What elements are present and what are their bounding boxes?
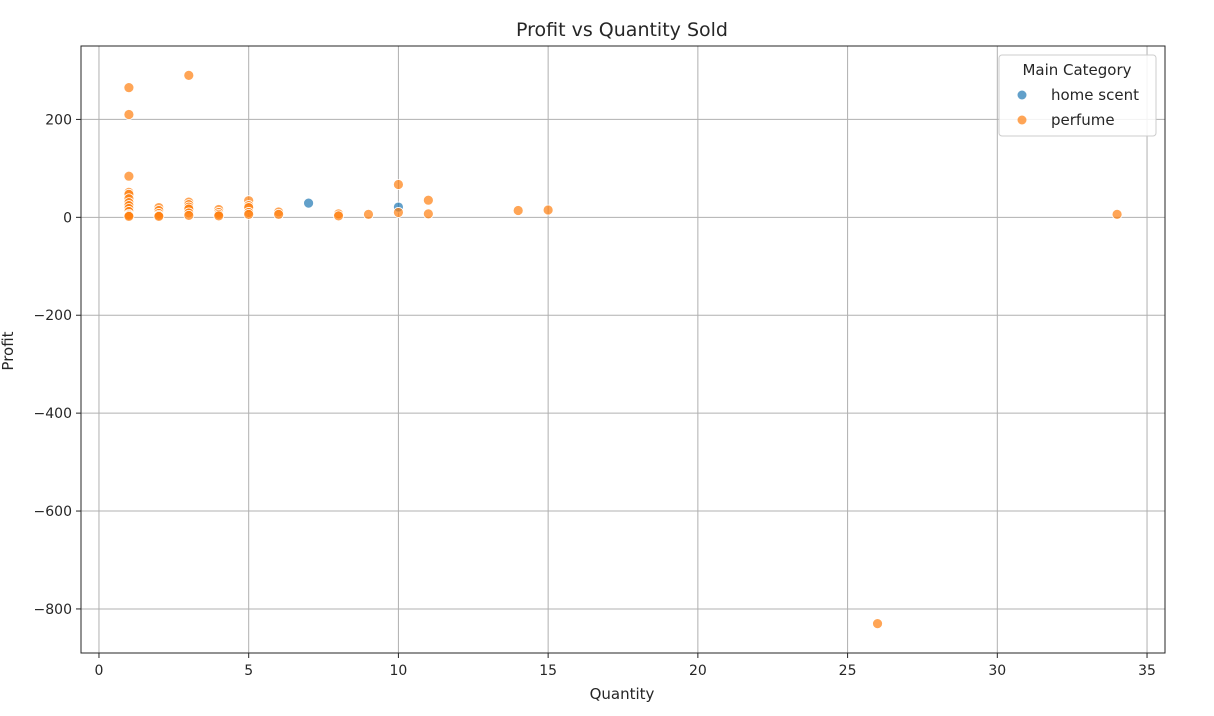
point-perfume (393, 179, 404, 190)
point-perfume (422, 194, 434, 206)
point-perfume (542, 204, 554, 216)
y-tick-label: 200 (45, 112, 72, 128)
point-perfume (333, 210, 344, 222)
y-tick-label: −200 (34, 308, 72, 324)
legend-label-home-scent: home scent (1051, 86, 1139, 104)
point-perfume (243, 208, 255, 220)
point-perfume (213, 210, 225, 222)
x-tick-label: 5 (244, 663, 253, 679)
plot-frame (80, 45, 1166, 654)
y-axis-ticks: −800 −600 −400 −200 0 200 (34, 112, 81, 618)
chart-title: Profit vs Quantity Sold (516, 19, 728, 41)
point-perfume (273, 208, 285, 220)
point-perfume (123, 210, 135, 222)
point-perfume (123, 109, 135, 120)
x-tick-label: 35 (1138, 663, 1156, 679)
legend-label-perfume: perfume (1051, 111, 1115, 129)
point-perfume (123, 82, 135, 94)
legend: Main Category home scent perfume (998, 54, 1157, 137)
x-tick-label: 10 (390, 663, 408, 679)
point-perfume (1111, 208, 1123, 220)
x-tick-label: 30 (988, 663, 1006, 679)
point-perfume (872, 618, 883, 630)
point-perfume (123, 170, 135, 182)
legend-title: Main Category (1022, 61, 1131, 79)
x-tick-label: 25 (839, 663, 857, 679)
x-tick-label: 15 (539, 663, 557, 679)
legend-marker-perfume (1017, 115, 1027, 125)
point-perfume (363, 208, 374, 220)
y-tick-label: −800 (34, 602, 72, 618)
point-perfume (512, 205, 524, 216)
point-perfume (153, 210, 165, 222)
point-perfume (393, 207, 404, 218)
point-perfume (183, 69, 195, 81)
x-tick-label: 0 (95, 663, 104, 679)
legend-frame (998, 54, 1157, 137)
y-tick-label: −400 (34, 406, 72, 422)
y-tick-label: 0 (63, 210, 72, 226)
x-tick-label: 20 (689, 663, 707, 679)
y-axis-title: Profit (0, 331, 17, 370)
grid-lines (81, 46, 1165, 653)
point-home-scent (303, 197, 314, 209)
x-axis-ticks: 0 5 10 15 20 25 30 35 (95, 653, 1156, 679)
point-perfume (422, 208, 434, 220)
x-axis-title: Quantity (590, 685, 655, 703)
y-tick-label: −600 (34, 504, 72, 520)
data-points (123, 69, 1123, 630)
legend-marker-home-scent (1017, 90, 1027, 100)
point-perfume (183, 209, 195, 221)
